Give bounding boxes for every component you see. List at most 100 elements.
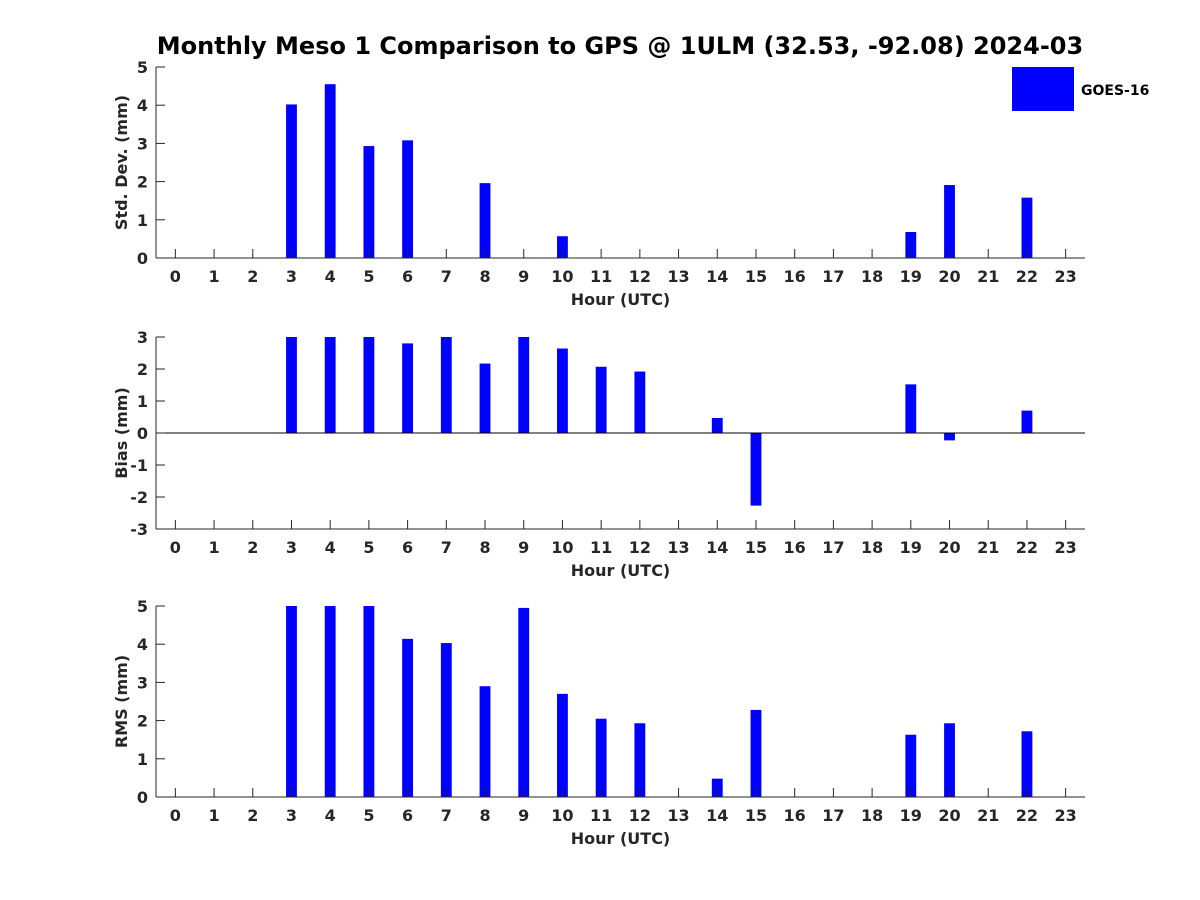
rms-bar-hour-8 <box>479 686 491 797</box>
std-dev-y-tick-label: 3 <box>137 134 148 153</box>
rms-x-tick-label: 18 <box>861 806 883 825</box>
rms-bar-hour-19 <box>905 734 917 797</box>
rms-panel: 0 1 2 3 4 5 6 7 8 9 10 11 12 13 14 15 16 17 18 19 20 21 22 2301… <box>112 597 1085 848</box>
std-dev-x-tick-label: 0 <box>170 267 181 286</box>
std-dev-x-tick-label: 23 <box>1055 267 1077 286</box>
bias-x-tick-label: 0 <box>170 538 181 557</box>
rms-bar-hour-6 <box>402 638 414 797</box>
std-dev-x-tick-label: 4 <box>325 267 336 286</box>
legend-label: GOES-16 <box>1081 83 1149 99</box>
bias-bar-hour-6 <box>402 343 414 433</box>
rms-x-tick-label: 9 <box>518 806 529 825</box>
legend: GOES-16 <box>1012 67 1149 111</box>
std-dev-x-tick-label: 16 <box>784 267 806 286</box>
std-dev-x-tick-label: 17 <box>822 267 844 286</box>
std-dev-x-tick-label: 9 <box>518 267 529 286</box>
rms-x-tick-label: 1 <box>208 806 219 825</box>
std-dev-bar-hour-3 <box>286 104 297 258</box>
rms-x-tick-label: 20 <box>938 806 960 825</box>
rms-x-tick-label: 7 <box>441 806 452 825</box>
rms-y-tick-label: 0 <box>137 788 148 807</box>
std-dev-x-tick-label: 11 <box>590 267 612 286</box>
rms-x-tick-label: 0 <box>170 806 181 825</box>
std-dev-y-tick-label: 4 <box>137 96 148 115</box>
std-dev-bar-hour-8 <box>479 183 491 258</box>
bias-bar-hour-9 <box>518 337 530 433</box>
rms-x-tick-label: 3 <box>286 806 297 825</box>
std-dev-x-tick-label: 20 <box>938 267 960 286</box>
std-dev-x-tick-label: 18 <box>861 267 883 286</box>
bias-x-tick-label: 18 <box>861 538 883 557</box>
bias-x-tick-label: 10 <box>551 538 573 557</box>
bias-x-tick-label: 11 <box>590 538 612 557</box>
std-dev-bar-hour-22 <box>1021 197 1033 258</box>
rms-x-tick-label: 11 <box>590 806 612 825</box>
bias-x-tick-label: 21 <box>977 538 999 557</box>
std-dev-y-axis-label: Std. Dev. (mm) <box>112 95 131 230</box>
rms-y-tick-label: 4 <box>137 635 148 654</box>
rms-bar-hour-20 <box>944 723 955 797</box>
std-dev-x-tick-label: 6 <box>402 267 413 286</box>
bias-bar-hour-22 <box>1021 410 1033 433</box>
rms-x-tick-label: 21 <box>977 806 999 825</box>
bias-x-tick-label: 13 <box>667 538 689 557</box>
legend-swatch <box>1012 67 1074 111</box>
std-dev-bar-hour-19 <box>905 232 917 258</box>
bias-x-tick-label: 16 <box>784 538 806 557</box>
bias-x-tick-label: 7 <box>441 538 452 557</box>
rms-x-tick-label: 22 <box>1016 806 1038 825</box>
std-dev-x-tick-label: 2 <box>247 267 258 286</box>
std-dev-x-tick-label: 10 <box>551 267 573 286</box>
bias-bar-hour-14 <box>711 417 723 433</box>
rms-x-tick-label: 14 <box>706 806 728 825</box>
bias-x-tick-label: 22 <box>1016 538 1038 557</box>
bias-y-axis-label: Bias (mm) <box>112 387 131 479</box>
std-dev-x-tick-label: 5 <box>363 267 374 286</box>
rms-x-tick-label: 23 <box>1055 806 1077 825</box>
std-dev-panel: 0 1 2 3 4 5 6 7 8 9 10 11 12 13 14 15 16 17 18 19 20 21 22 2301… <box>112 58 1085 309</box>
rms-bar-hour-14 <box>711 778 723 797</box>
rms-x-tick-label: 13 <box>667 806 689 825</box>
bias-x-tick-label: 12 <box>629 538 651 557</box>
rms-y-tick-label: 3 <box>137 673 148 692</box>
bias-bar-hour-19 <box>905 384 917 433</box>
bias-x-tick-label: 1 <box>208 538 219 557</box>
std-dev-x-tick-label: 21 <box>977 267 999 286</box>
rms-x-axis-label: Hour (UTC) <box>571 829 671 848</box>
std-dev-y-tick-label: 5 <box>137 58 148 77</box>
rms-x-tick-label: 6 <box>402 806 413 825</box>
bias-y-tick-label: -1 <box>130 456 148 475</box>
std-dev-x-tick-label: 13 <box>667 267 689 286</box>
std-dev-x-tick-label: 15 <box>745 267 767 286</box>
std-dev-bar-hour-6 <box>402 140 414 258</box>
std-dev-x-tick-label: 1 <box>208 267 219 286</box>
bias-x-tick-label: 2 <box>247 538 258 557</box>
bias-y-tick-label: 0 <box>137 424 148 443</box>
rms-x-tick-label: 4 <box>325 806 336 825</box>
bias-x-tick-label: 8 <box>479 538 490 557</box>
bias-y-tick-label: 2 <box>137 360 148 379</box>
bias-y-tick-label: -2 <box>130 488 148 507</box>
bias-panel: 0 1 2 3 4 5 6 7 8 9 10 11 12 13 14 15 16 17 18 19 20 21 22 23-3… <box>112 328 1085 580</box>
rms-x-tick-label: 10 <box>551 806 573 825</box>
rms-y-tick-label: 5 <box>137 597 148 616</box>
std-dev-bar-hour-5 <box>363 146 375 258</box>
std-dev-y-tick-label: 0 <box>137 249 148 268</box>
bias-x-tick-label: 9 <box>518 538 529 557</box>
rms-bar-hour-3 <box>286 606 297 797</box>
std-dev-x-tick-label: 14 <box>706 267 728 286</box>
rms-bar-hour-12 <box>634 723 646 797</box>
std-dev-x-tick-label: 22 <box>1016 267 1038 286</box>
chart-title: Monthly Meso 1 Comparison to GPS @ 1ULM … <box>157 32 1083 60</box>
bias-x-tick-label: 23 <box>1055 538 1077 557</box>
bias-x-axis-label: Hour (UTC) <box>571 561 671 580</box>
rms-bar-hour-22 <box>1021 731 1033 797</box>
std-dev-bar-hour-20 <box>944 185 955 258</box>
rms-bar-hour-9 <box>518 607 530 797</box>
bias-bar-hour-8 <box>479 363 491 433</box>
bias-bar-hour-10 <box>557 348 568 433</box>
std-dev-y-tick-label: 1 <box>137 211 148 230</box>
bias-x-tick-label: 17 <box>822 538 844 557</box>
rms-bar-hour-10 <box>557 693 568 797</box>
